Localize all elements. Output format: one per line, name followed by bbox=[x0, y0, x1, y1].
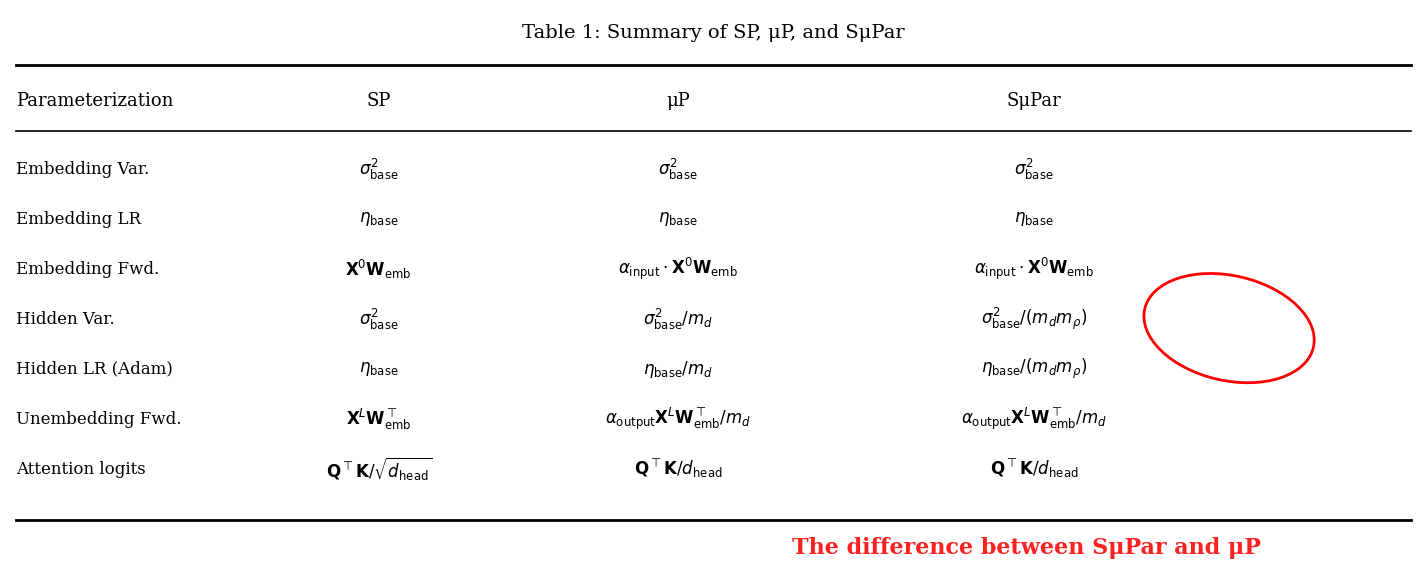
Text: $\eta_{\mathrm{base}}$: $\eta_{\mathrm{base}}$ bbox=[658, 210, 698, 228]
Text: $\alpha_{\mathrm{output}}\mathbf{X}^L\mathbf{W}^\top_{\mathrm{emb}}/m_d$: $\alpha_{\mathrm{output}}\mathbf{X}^L\ma… bbox=[960, 406, 1107, 432]
Text: Hidden LR (Adam): Hidden LR (Adam) bbox=[16, 360, 173, 377]
Text: Unembedding Fwd.: Unembedding Fwd. bbox=[16, 411, 181, 428]
Text: $\eta_{\mathrm{base}}$: $\eta_{\mathrm{base}}$ bbox=[360, 210, 398, 228]
Text: $\mathbf{X}^0\mathbf{W}_{\mathrm{emb}}$: $\mathbf{X}^0\mathbf{W}_{\mathrm{emb}}$ bbox=[345, 258, 412, 280]
Text: $\alpha_{\mathrm{input}} \cdot \mathbf{X}^0\mathbf{W}_{\mathrm{emb}}$: $\alpha_{\mathrm{input}} \cdot \mathbf{X… bbox=[975, 256, 1095, 282]
Text: $\mathbf{Q}^\top\mathbf{K}/d_{\mathrm{head}}$: $\mathbf{Q}^\top\mathbf{K}/d_{\mathrm{he… bbox=[990, 457, 1079, 481]
Text: $\mathbf{X}^L\mathbf{W}^\top_{\mathrm{emb}}$: $\mathbf{X}^L\mathbf{W}^\top_{\mathrm{em… bbox=[345, 407, 411, 432]
Text: The difference between SμPar and μP: The difference between SμPar and μP bbox=[792, 537, 1261, 559]
Text: $\eta_{\mathrm{base}}$: $\eta_{\mathrm{base}}$ bbox=[360, 360, 398, 378]
Text: Table 1: Summary of SP, μP, and SμPar: Table 1: Summary of SP, μP, and SμPar bbox=[522, 24, 905, 42]
Text: Attention logits: Attention logits bbox=[16, 461, 146, 477]
Text: $\sigma^2_{\mathrm{base}}$: $\sigma^2_{\mathrm{base}}$ bbox=[1015, 156, 1053, 182]
Text: Hidden Var.: Hidden Var. bbox=[16, 311, 114, 328]
Text: Embedding LR: Embedding LR bbox=[16, 211, 141, 227]
Text: $\mathbf{Q}^\top\mathbf{K}/\sqrt{d_{\mathrm{head}}}$: $\mathbf{Q}^\top\mathbf{K}/\sqrt{d_{\mat… bbox=[325, 456, 432, 482]
Text: $\eta_{\mathrm{base}}$: $\eta_{\mathrm{base}}$ bbox=[1015, 210, 1053, 228]
Text: $\eta_{\mathrm{base}}/(m_d m_\rho)$: $\eta_{\mathrm{base}}/(m_d m_\rho)$ bbox=[980, 357, 1087, 381]
Text: SμPar: SμPar bbox=[1006, 92, 1062, 110]
Text: SP: SP bbox=[367, 92, 391, 110]
Text: $\alpha_{\mathrm{output}}\mathbf{X}^L\mathbf{W}^\top_{\mathrm{emb}}/m_d$: $\alpha_{\mathrm{output}}\mathbf{X}^L\ma… bbox=[605, 406, 751, 432]
Text: $\sigma^2_{\mathrm{base}}$: $\sigma^2_{\mathrm{base}}$ bbox=[658, 156, 698, 182]
Text: $\sigma^2_{\mathrm{base}}/m_d$: $\sigma^2_{\mathrm{base}}/m_d$ bbox=[644, 307, 714, 332]
Text: Embedding Fwd.: Embedding Fwd. bbox=[16, 260, 158, 278]
Text: μP: μP bbox=[666, 92, 689, 110]
Text: $\sigma^2_{\mathrm{base}}$: $\sigma^2_{\mathrm{base}}$ bbox=[360, 156, 398, 182]
Text: $\eta_{\mathrm{base}}/m_d$: $\eta_{\mathrm{base}}/m_d$ bbox=[644, 359, 714, 380]
Text: Parameterization: Parameterization bbox=[16, 92, 173, 110]
Text: $\sigma^2_{\mathrm{base}}/(m_d m_\rho)$: $\sigma^2_{\mathrm{base}}/(m_d m_\rho)$ bbox=[980, 306, 1087, 332]
Text: $\mathbf{Q}^\top\mathbf{K}/d_{\mathrm{head}}$: $\mathbf{Q}^\top\mathbf{K}/d_{\mathrm{he… bbox=[634, 457, 722, 481]
Text: $\alpha_{\mathrm{input}} \cdot \mathbf{X}^0\mathbf{W}_{\mathrm{emb}}$: $\alpha_{\mathrm{input}} \cdot \mathbf{X… bbox=[618, 256, 738, 282]
Text: $\sigma^2_{\mathrm{base}}$: $\sigma^2_{\mathrm{base}}$ bbox=[360, 307, 398, 332]
Text: Embedding Var.: Embedding Var. bbox=[16, 160, 148, 178]
